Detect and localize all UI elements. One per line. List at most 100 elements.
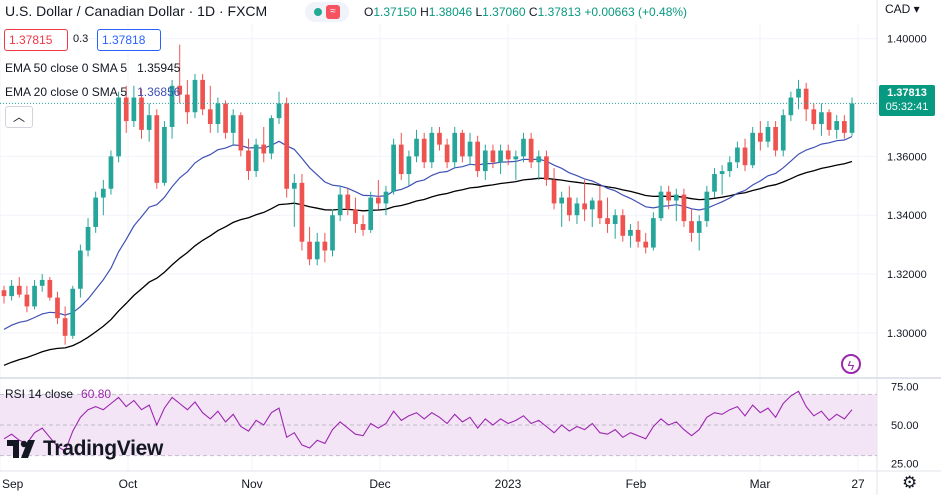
candle-body xyxy=(467,141,473,157)
rsi-tick-label: 75.00 xyxy=(891,382,919,394)
ohlc-readout: O1.37150 H1.38046 L1.37060 C1.37813 +0.0… xyxy=(364,5,688,19)
wave-icon: ≈ xyxy=(326,5,340,19)
candle-body xyxy=(391,144,396,192)
candle-body xyxy=(146,115,152,130)
candle-body xyxy=(589,200,595,210)
candle-body xyxy=(750,132,756,166)
candle-body xyxy=(597,200,603,219)
candle-body xyxy=(544,156,549,180)
candle-body xyxy=(162,126,167,183)
candle-body xyxy=(62,318,68,336)
candle-body xyxy=(620,215,626,236)
candle-body xyxy=(765,126,771,142)
candle-body xyxy=(246,150,251,172)
candle-body xyxy=(475,141,481,172)
symbol-title[interactable]: U.S. Dollar / Canadian Dollar · 1D · FXC… xyxy=(5,3,268,19)
candle-body xyxy=(498,150,503,163)
candle-body xyxy=(460,132,465,157)
candle-body xyxy=(773,126,778,151)
tv-logo-text: TradingView xyxy=(43,437,164,460)
candle-body xyxy=(368,197,374,230)
candle-body xyxy=(635,229,641,242)
candle-body xyxy=(185,94,190,113)
candle-body xyxy=(330,215,335,251)
buy-price-button[interactable]: 1.37818 xyxy=(97,29,161,51)
x-tick-label: Dec xyxy=(369,477,390,491)
settings-gear-icon[interactable]: ⚙ xyxy=(902,473,918,492)
ema20-legend[interactable]: EMA 20 close 0 SMA 5 1.36856 xyxy=(5,85,181,99)
candle-body xyxy=(681,194,687,222)
candle-body xyxy=(261,144,267,154)
rsi-legend[interactable]: RSI 14 close 60.80 xyxy=(5,387,112,401)
x-tick-label: Oct xyxy=(119,477,138,491)
candle-body xyxy=(414,138,419,157)
sell-price-button[interactable]: 1.37815 xyxy=(4,29,68,51)
candle-body xyxy=(215,103,221,125)
x-tick-label: Nov xyxy=(241,477,262,491)
candle-body xyxy=(100,188,106,198)
candle-body xyxy=(360,224,366,230)
candle-body xyxy=(605,218,610,225)
last-price-tag: 1.37813 05:32:41 xyxy=(879,85,935,116)
candle-body xyxy=(811,109,817,125)
candle-body xyxy=(452,132,458,163)
candle-body xyxy=(788,97,794,116)
candle-body xyxy=(192,79,198,113)
candle-body xyxy=(735,147,740,163)
y-tick-label: 1.36000 xyxy=(887,151,927,163)
candle-body xyxy=(85,226,91,251)
x-tick-label: 27 xyxy=(851,477,865,491)
currency-selector[interactable]: CAD ▾ xyxy=(885,2,920,16)
candle-body xyxy=(849,103,855,133)
rsi-tick-label: 50.00 xyxy=(891,420,919,432)
collapse-legend-button[interactable]: ︿ xyxy=(5,106,33,128)
candle-body xyxy=(482,150,488,172)
candle-body xyxy=(78,250,83,289)
candle-body xyxy=(230,115,236,133)
candle-body xyxy=(429,132,435,163)
candle-body xyxy=(375,197,381,204)
lightning-icon[interactable]: ϟ xyxy=(841,354,861,374)
candle-body xyxy=(345,194,351,210)
candle-body xyxy=(9,285,14,297)
candle-body xyxy=(93,197,99,227)
candle-body xyxy=(398,144,404,175)
candle-body xyxy=(528,138,534,163)
candle-body xyxy=(269,118,274,154)
candle-body xyxy=(696,221,702,233)
candle-body xyxy=(24,294,30,307)
tv-logo-icon xyxy=(7,440,35,458)
candle-body xyxy=(803,88,809,110)
candle-body xyxy=(742,147,748,166)
candle-body xyxy=(628,229,633,236)
candle-body xyxy=(842,121,847,133)
candle-body xyxy=(16,285,22,295)
market-status[interactable]: ≈ xyxy=(305,2,349,22)
candle-body xyxy=(651,218,656,248)
candle-body xyxy=(551,179,557,204)
spread-value: 0.3 xyxy=(73,33,89,45)
candle-body xyxy=(673,194,679,201)
candle-body xyxy=(521,138,526,157)
candle-body xyxy=(353,209,358,225)
candle-body xyxy=(307,241,312,260)
x-tick-label: 2023 xyxy=(495,477,522,491)
candle-body xyxy=(643,241,649,248)
ema50-legend[interactable]: EMA 50 close 0 SMA 5 1.35945 xyxy=(5,61,181,75)
candle-body xyxy=(612,215,618,225)
candle-body xyxy=(582,203,587,210)
candle-body xyxy=(116,97,121,157)
candle-body xyxy=(727,162,733,172)
candle-body xyxy=(284,103,290,189)
candle-body xyxy=(437,132,442,145)
candle-body xyxy=(276,103,282,119)
candle-body xyxy=(291,182,297,189)
candle-body xyxy=(444,144,450,163)
tradingview-logo[interactable]: TradingView xyxy=(7,437,163,461)
candle-body xyxy=(796,88,801,98)
candle-body xyxy=(559,197,565,204)
candle-body xyxy=(383,191,389,204)
candle-body xyxy=(70,288,76,336)
market-open-icon xyxy=(314,8,322,16)
